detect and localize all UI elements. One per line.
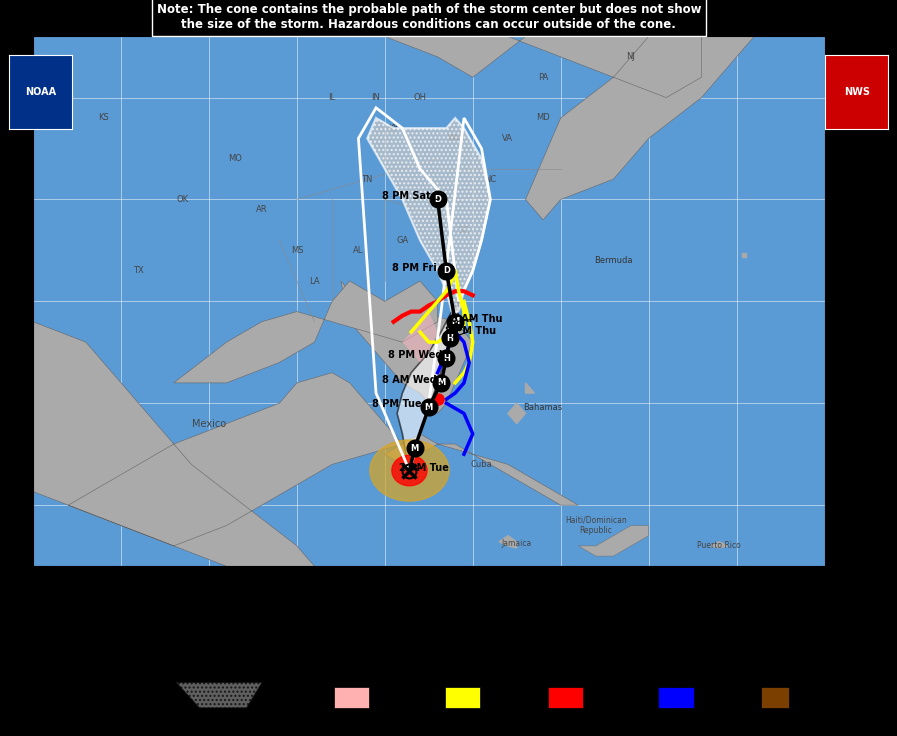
Polygon shape	[499, 536, 517, 548]
Text: SC: SC	[458, 225, 469, 235]
Polygon shape	[710, 542, 727, 548]
Polygon shape	[341, 281, 473, 414]
Bar	[762, 687, 788, 708]
Text: Center location 21.7 N 83.6 W: Center location 21.7 N 83.6 W	[294, 595, 452, 605]
Text: GA: GA	[396, 236, 408, 245]
Bar	[547, 687, 583, 708]
Text: Note: The cone contains the probable path of the storm center but does not show
: Note: The cone contains the probable pat…	[157, 3, 701, 31]
Text: TN: TN	[361, 174, 373, 183]
Text: Mexico: Mexico	[192, 419, 226, 428]
Text: IL: IL	[328, 93, 335, 102]
Text: WV: WV	[448, 134, 462, 143]
Ellipse shape	[392, 456, 427, 486]
Text: Trop Stm: Trop Stm	[701, 691, 745, 701]
Text: Forecast positions:: Forecast positions:	[587, 571, 730, 584]
Text: AL: AL	[353, 246, 363, 255]
Text: VA: VA	[502, 134, 513, 143]
Text: 2 AM EDT Intermediate Advisory 16A: 2 AM EDT Intermediate Advisory 16A	[39, 611, 232, 621]
Text: D < 39 mph  S 39-73 mph  H 74-110 mph  M > 110 mph: D < 39 mph S 39-73 mph H 74-110 mph M > …	[587, 627, 864, 637]
Text: MS: MS	[291, 246, 303, 255]
Text: M: M	[451, 317, 459, 326]
Text: Day 4-5: Day 4-5	[271, 691, 309, 701]
Text: LA: LA	[309, 277, 320, 286]
Text: Hurricane Ian: Hurricane Ian	[39, 571, 141, 584]
Text: Trop Stm: Trop Stm	[488, 691, 531, 701]
Text: 8 AM Wed: 8 AM Wed	[382, 375, 441, 385]
Polygon shape	[176, 682, 263, 708]
Text: MO: MO	[229, 155, 242, 163]
Text: OH: OH	[414, 93, 426, 102]
Text: NWS: NWS	[844, 87, 869, 97]
Text: Tuesday September 27, 2022: Tuesday September 27, 2022	[39, 595, 192, 605]
Text: PA: PA	[538, 73, 548, 82]
Text: NWS National Hurricane Center: NWS National Hurricane Center	[39, 628, 204, 638]
Text: H: H	[443, 354, 449, 363]
Text: D: D	[434, 195, 441, 204]
Text: 8 AM Thu: 8 AM Thu	[450, 314, 502, 324]
Text: 8 PM Thu: 8 PM Thu	[446, 326, 497, 337]
Text: 8 PM Wed: 8 PM Wed	[388, 350, 447, 361]
Bar	[334, 687, 370, 708]
Polygon shape	[397, 301, 458, 470]
Text: Jamaica: Jamaica	[501, 539, 532, 548]
Text: NJ: NJ	[627, 52, 635, 61]
Text: Movement NNW at 13 mph: Movement NNW at 13 mph	[294, 628, 435, 638]
Polygon shape	[367, 118, 491, 311]
Ellipse shape	[370, 440, 449, 501]
Text: MD: MD	[536, 113, 550, 122]
Text: 8 PM Fri: 8 PM Fri	[392, 263, 444, 273]
Text: 2 AM Tue: 2 AM Tue	[398, 462, 448, 473]
Polygon shape	[174, 281, 438, 383]
Text: Bermuda: Bermuda	[594, 256, 632, 265]
Text: Post/Potential TC: Post/Potential TC	[742, 587, 823, 596]
Text: Hurricane: Hurricane	[378, 691, 425, 701]
Text: 8 PM Sat: 8 PM Sat	[381, 191, 438, 202]
Text: Haiti/Dominican
Republic: Haiti/Dominican Republic	[565, 516, 627, 535]
Text: M: M	[411, 444, 419, 453]
Text: Current wind extent:: Current wind extent:	[762, 643, 884, 653]
Text: Bahamas: Bahamas	[524, 403, 562, 412]
Text: Day 1-3: Day 1-3	[124, 691, 162, 701]
Bar	[445, 687, 480, 708]
Text: Sustained winds:: Sustained winds:	[587, 609, 676, 619]
Polygon shape	[0, 240, 403, 627]
Polygon shape	[403, 311, 438, 363]
Text: OK: OK	[177, 195, 188, 204]
Text: Current information: ×: Current information: ×	[294, 571, 465, 584]
Text: AR: AR	[256, 205, 267, 214]
Text: Maximum sustained wind 110 mph: Maximum sustained wind 110 mph	[294, 611, 477, 621]
Text: D: D	[443, 266, 450, 275]
Text: Puerto Rico: Puerto Rico	[697, 542, 741, 551]
Text: 8 PM Tue: 8 PM Tue	[372, 400, 429, 409]
Text: Cuba: Cuba	[471, 460, 492, 469]
Polygon shape	[385, 434, 579, 505]
Polygon shape	[508, 403, 526, 424]
Text: KS: KS	[98, 113, 109, 122]
Text: Potential track area:: Potential track area:	[39, 643, 161, 653]
Text: KY: KY	[388, 124, 399, 132]
Text: TX: TX	[134, 266, 144, 275]
Text: M: M	[437, 378, 445, 387]
Text: Warnings:: Warnings:	[547, 643, 607, 653]
Polygon shape	[579, 526, 649, 556]
Polygon shape	[0, 0, 754, 220]
Text: M: M	[424, 403, 433, 412]
Polygon shape	[526, 383, 535, 393]
Text: NOAA: NOAA	[25, 87, 56, 97]
Text: Tropical Cyclone: Tropical Cyclone	[603, 587, 682, 596]
Text: IN: IN	[371, 93, 380, 102]
Text: Watches:: Watches:	[334, 643, 388, 653]
Text: H: H	[447, 333, 453, 342]
Bar	[658, 687, 694, 708]
Text: Hurricane: Hurricane	[591, 691, 639, 701]
Text: NC: NC	[484, 174, 496, 183]
